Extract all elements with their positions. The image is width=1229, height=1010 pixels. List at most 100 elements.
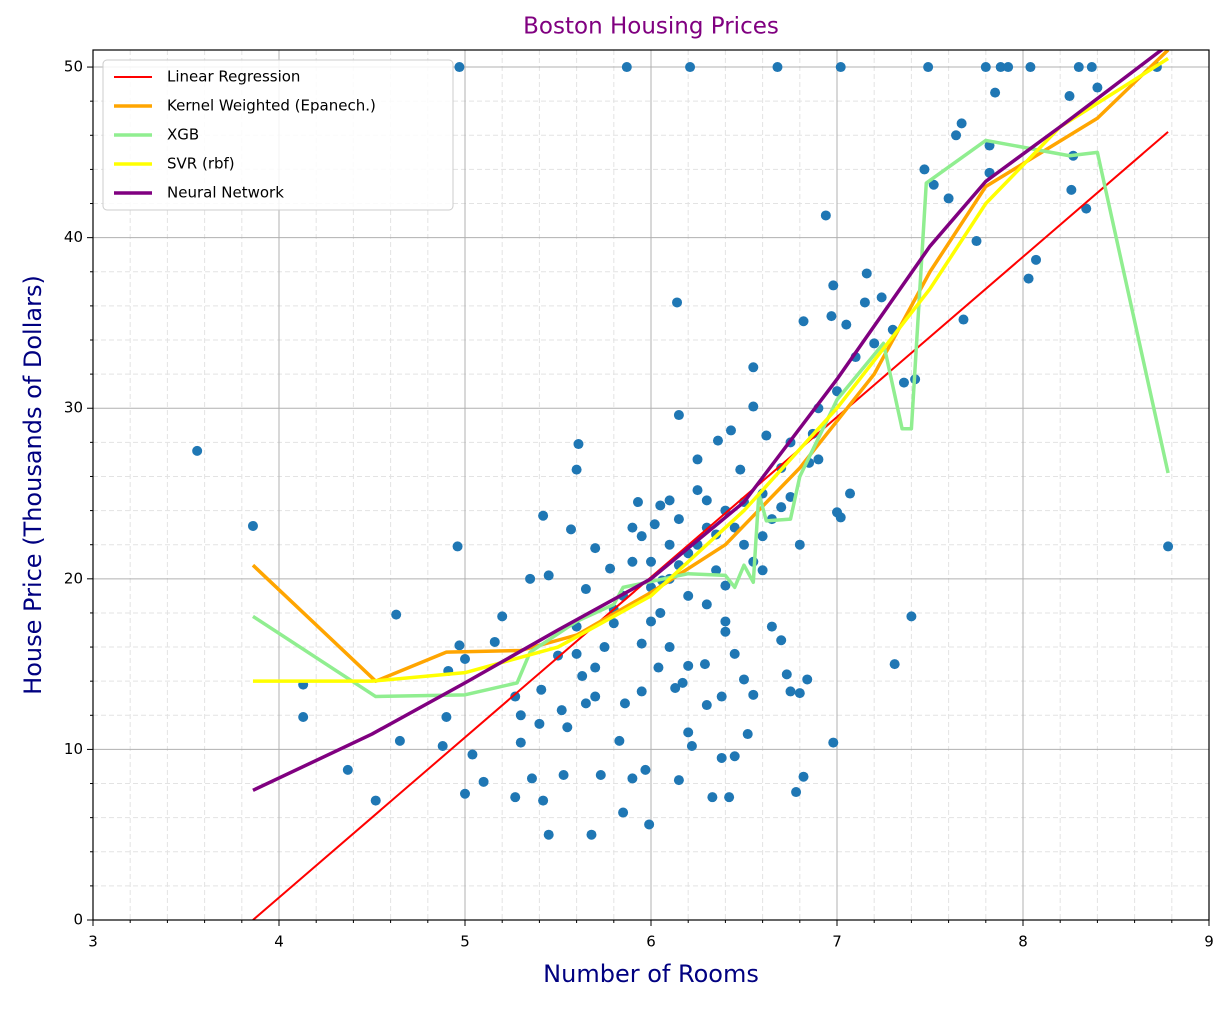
point xyxy=(534,718,545,729)
point xyxy=(619,698,630,709)
point xyxy=(672,297,683,308)
point xyxy=(608,618,619,629)
point xyxy=(590,691,601,702)
plot-frame xyxy=(92,49,1210,921)
point xyxy=(735,464,746,475)
point xyxy=(580,584,591,595)
point xyxy=(655,500,666,511)
point xyxy=(889,659,900,670)
point xyxy=(761,430,772,441)
point xyxy=(742,729,753,740)
point xyxy=(701,700,712,711)
point xyxy=(685,62,696,73)
point xyxy=(757,565,768,576)
point xyxy=(646,616,656,627)
point xyxy=(590,662,601,673)
point xyxy=(683,727,694,738)
point xyxy=(692,454,703,465)
point xyxy=(677,677,688,688)
point xyxy=(943,193,954,204)
point xyxy=(776,635,787,646)
point xyxy=(958,314,969,325)
point xyxy=(571,648,582,659)
point xyxy=(707,792,718,803)
point xyxy=(636,531,647,542)
point xyxy=(649,519,660,530)
point xyxy=(813,454,824,465)
point xyxy=(460,788,470,799)
point xyxy=(673,775,684,786)
point xyxy=(828,737,839,748)
point xyxy=(538,795,549,806)
point xyxy=(441,712,452,722)
point xyxy=(577,671,588,682)
point xyxy=(861,268,872,279)
legend-box xyxy=(102,59,454,211)
point xyxy=(712,435,723,446)
point xyxy=(556,705,567,716)
point xyxy=(725,425,736,436)
point xyxy=(1064,91,1075,102)
point xyxy=(720,616,731,627)
legend: Linear Regression Kernel Weighted (Epanec… xyxy=(102,59,454,211)
point xyxy=(342,764,353,775)
point xyxy=(553,650,563,661)
point xyxy=(876,292,887,303)
y-tick-label: 20 xyxy=(64,569,83,587)
point xyxy=(599,642,610,653)
point xyxy=(729,751,740,762)
point xyxy=(1081,203,1092,214)
point xyxy=(1073,62,1084,73)
point xyxy=(772,62,783,73)
point xyxy=(247,520,258,531)
point xyxy=(692,485,703,496)
point xyxy=(370,795,381,806)
point xyxy=(928,179,939,190)
point xyxy=(1092,82,1103,93)
point xyxy=(716,752,727,763)
point xyxy=(510,691,521,702)
point xyxy=(586,829,597,840)
point xyxy=(980,62,991,73)
point xyxy=(536,684,547,695)
point xyxy=(664,642,675,653)
legend-label: SVR (rbf) xyxy=(167,155,235,173)
point xyxy=(497,611,508,622)
y-tick-label: 50 xyxy=(64,58,83,76)
point xyxy=(655,607,666,618)
point xyxy=(1066,184,1077,195)
x-tick-label: 4 xyxy=(274,933,284,951)
point xyxy=(845,488,856,499)
point xyxy=(467,749,478,760)
chart-title: Boston Housing Prices xyxy=(523,14,779,40)
legend-label: Kernel Weighted (Epanech.) xyxy=(167,97,376,115)
line xyxy=(252,57,1170,683)
point xyxy=(515,710,526,721)
point xyxy=(673,514,684,525)
point xyxy=(673,410,684,421)
point xyxy=(757,531,768,542)
point xyxy=(794,539,805,550)
point xyxy=(618,807,629,818)
point xyxy=(781,669,792,680)
point xyxy=(632,497,643,508)
point xyxy=(906,611,917,622)
point xyxy=(802,674,813,685)
point xyxy=(192,445,203,456)
point xyxy=(923,62,934,73)
point xyxy=(748,401,759,412)
point xyxy=(640,764,651,775)
point xyxy=(739,674,749,685)
point xyxy=(971,236,982,247)
point xyxy=(452,541,463,552)
point xyxy=(621,62,632,73)
point xyxy=(627,522,638,533)
point xyxy=(1086,62,1097,73)
point xyxy=(670,683,681,693)
point xyxy=(826,311,837,322)
point xyxy=(558,770,569,780)
point xyxy=(525,573,536,584)
point xyxy=(605,563,616,574)
line xyxy=(252,138,1170,699)
point xyxy=(636,686,647,697)
